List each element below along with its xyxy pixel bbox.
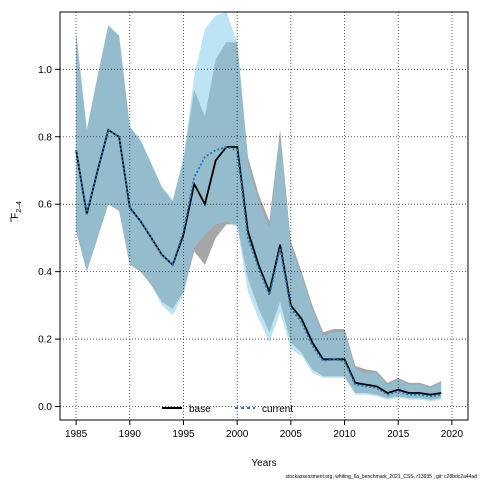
grid-lines xyxy=(60,12,468,420)
x-tick-label-2000: 2000 xyxy=(226,429,249,440)
y-axis-title-sub: 2–4 xyxy=(16,201,23,213)
series-lines xyxy=(75,128,442,398)
x-tick-label-2005: 2005 xyxy=(280,429,303,440)
y-tick-label-0.6: 0.6 xyxy=(38,200,52,211)
x-tick-label-2020: 2020 xyxy=(441,429,464,440)
y-tick-label-0.4: 0.4 xyxy=(38,267,52,278)
y-axis-title: F2–4 xyxy=(10,201,23,219)
y-tick-label-0.0: 0.0 xyxy=(38,402,52,413)
footnote: stockassessment.org, whiting_6a_benchmar… xyxy=(285,474,477,480)
plot-frame xyxy=(59,11,469,421)
legend: base current xyxy=(162,404,293,415)
x-axis-ticks: 1985 1990 1995 2000 2005 2010 2015 2020 xyxy=(65,420,463,440)
legend-label-current: current xyxy=(262,404,293,415)
x-axis-title: Years xyxy=(251,458,276,469)
series-line-current xyxy=(75,128,442,398)
x-tick-label-1995: 1995 xyxy=(172,429,195,440)
confidence-bands xyxy=(76,12,442,402)
band-current xyxy=(76,12,442,402)
y-tick-label-0.2: 0.2 xyxy=(38,335,52,346)
y-axis-title-main: F xyxy=(10,213,21,219)
x-tick-label-2015: 2015 xyxy=(387,429,410,440)
svg-text:F2–4: F2–4 xyxy=(10,201,23,219)
y-tick-label-1.0: 1.0 xyxy=(38,65,52,76)
x-tick-label-1985: 1985 xyxy=(65,429,88,440)
legend-label-base: base xyxy=(189,404,211,415)
y-tick-label-0.8: 0.8 xyxy=(38,132,52,143)
series-line-base xyxy=(75,128,442,396)
x-tick-label-1990: 1990 xyxy=(119,429,142,440)
y-axis-ticks: 0.0 0.2 0.4 0.6 0.8 1.0 xyxy=(38,65,60,413)
x-tick-label-2010: 2010 xyxy=(333,429,356,440)
